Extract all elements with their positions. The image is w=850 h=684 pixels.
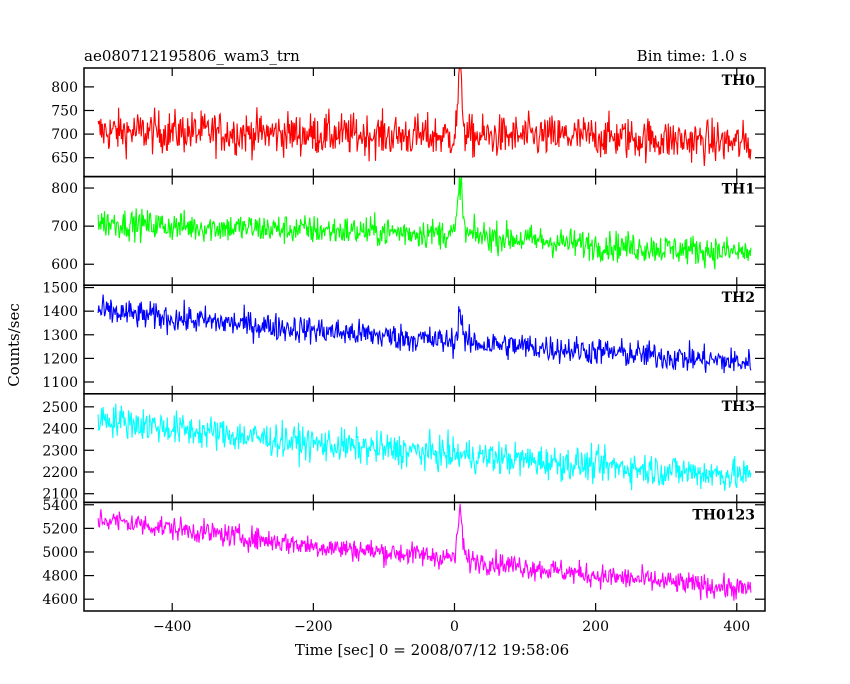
panel-th1: 600 700 800 TH1 [51,175,766,286]
y-tick-label: 5400 [42,498,78,514]
series-line-th0 [97,67,752,167]
y-tick-label: 1500 [42,281,78,297]
y-axis-label: Counts/sec [5,303,23,387]
x-tick-label: 400 [723,619,750,635]
panel-th0: 650 700 750 800 TH0 [51,67,766,178]
panel-label: TH0123 [692,507,755,523]
y-tick-label: 1300 [42,328,78,344]
y-tick-label: 750 [51,103,78,119]
panel-frame [83,393,766,504]
y-tick-label: 4800 [42,569,78,585]
panel-th2: 1100 1200 1300 1400 1500 TH2 [42,281,766,395]
series-line-th2 [97,294,752,374]
y-tick-label: 800 [51,181,78,197]
y-tick-label: 1400 [42,304,78,320]
series-line-th1 [97,176,752,270]
series-line-th0123 [97,503,752,601]
panel-label: TH1 [722,182,755,198]
y-tick-label: 700 [51,127,78,143]
y-tick-label: 2200 [42,465,78,481]
y-tick-label: 650 [51,151,78,167]
x-tick-label: 200 [582,619,609,635]
y-tick-label: 4600 [42,592,78,608]
x-tick-label: 0 [450,619,459,635]
y-tick-label: 5000 [42,545,78,561]
y-tick-label: 800 [51,80,78,96]
y-tick-label: 2500 [42,400,78,416]
panel-frame [83,67,766,178]
y-tick-label: 2300 [42,443,78,459]
chart-title: ae080712195806_wam3_trn [84,47,300,65]
series-line-th3 [97,403,752,491]
bin-time-label: Bin time: 1.0 s [637,47,747,65]
y-tick-label: 1100 [42,375,78,391]
panel-frame [83,501,766,612]
y-tick-label: 1200 [42,351,78,367]
panel-label: TH3 [722,399,755,415]
panel-th0123: 4600 4800 5000 5200 5400 TH0123 [42,498,766,612]
panel-frame [83,175,766,286]
x-tick-label: −200 [294,619,332,635]
y-tick-label: 2100 [42,487,78,503]
x-tick-label: −400 [153,619,191,635]
y-tick-label: 700 [51,219,78,235]
y-tick-label: 2400 [42,422,78,438]
panel-label: TH0 [722,73,756,89]
y-tick-label: 5200 [42,521,78,537]
panel-label: TH2 [722,290,755,306]
panel-th3: 2100 2200 2300 2400 2500 TH3 [42,393,766,504]
x-axis-label: Time [sec] 0 = 2008/07/12 19:58:06 [295,641,569,659]
y-tick-label: 600 [51,257,78,273]
